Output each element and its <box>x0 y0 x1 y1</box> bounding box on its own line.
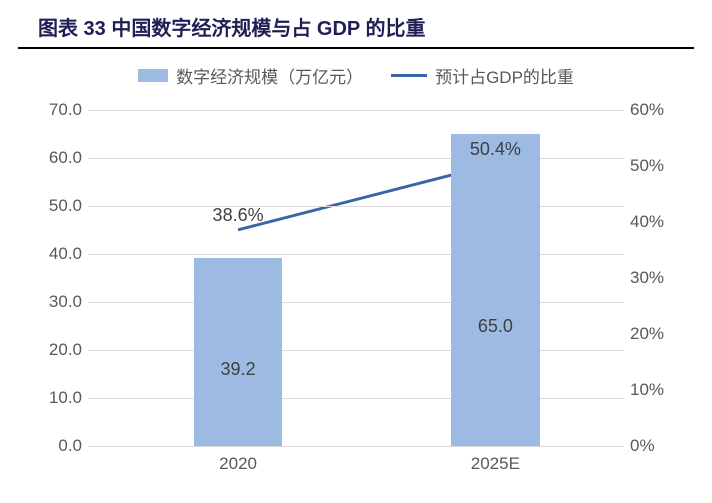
x-category-label: 2020 <box>219 454 257 474</box>
y-left-tick: 40.0 <box>30 244 82 264</box>
legend-bar-label: 数字经济规模（万亿元） <box>176 63 363 88</box>
bar-value-label: 65.0 <box>451 316 539 337</box>
y-right-tick: 50% <box>630 156 682 176</box>
legend-item-line: 预计占GDP的比重 <box>391 63 574 88</box>
y-right-tick: 30% <box>630 268 682 288</box>
chart-title-text: 图表 33 中国数字经济规模与占 GDP 的比重 <box>38 18 425 40</box>
legend-line-label: 预计占GDP的比重 <box>435 63 574 88</box>
plot-area: 0.010.020.030.040.050.060.070.00%10%20%3… <box>88 110 624 446</box>
y-left-tick: 50.0 <box>30 196 82 216</box>
chart-title: 图表 33 中国数字经济规模与占 GDP 的比重 <box>18 0 694 49</box>
y-right-tick: 10% <box>630 380 682 400</box>
y-left-tick: 20.0 <box>30 340 82 360</box>
gridline <box>88 398 624 399</box>
legend-bar-swatch <box>138 69 168 82</box>
legend-item-bar: 数字经济规模（万亿元） <box>138 63 363 88</box>
y-left-tick: 0.0 <box>30 436 82 456</box>
y-left-tick: 10.0 <box>30 388 82 408</box>
line-value-label: 38.6% <box>213 205 264 226</box>
y-right-tick: 60% <box>630 100 682 120</box>
bar: 65.0 <box>451 134 539 446</box>
legend-line-swatch <box>391 74 427 77</box>
gridline <box>88 254 624 255</box>
bar: 39.2 <box>194 258 282 446</box>
x-category-label: 2025E <box>471 454 520 474</box>
y-right-tick: 40% <box>630 212 682 232</box>
y-left-tick: 70.0 <box>30 100 82 120</box>
y-left-tick: 30.0 <box>30 292 82 312</box>
line-series <box>88 110 624 446</box>
bar-value-label: 39.2 <box>194 359 282 380</box>
gridline <box>88 350 624 351</box>
y-left-tick: 60.0 <box>30 148 82 168</box>
gridline <box>88 302 624 303</box>
gridline <box>88 110 624 111</box>
line-value-label: 50.4% <box>470 139 521 160</box>
gridline <box>88 446 624 447</box>
chart-area: 0.0 10.0 20.0 30.0 40.0 50.0 60.0 70.0 0% 10% 20% 3… <box>30 102 682 482</box>
legend: 数字经济规模（万亿元） 预计占GDP的比重 <box>0 49 712 96</box>
gridline <box>88 158 624 159</box>
y-right-tick: 0% <box>630 436 682 456</box>
y-right-tick: 20% <box>630 324 682 344</box>
gridline <box>88 206 624 207</box>
